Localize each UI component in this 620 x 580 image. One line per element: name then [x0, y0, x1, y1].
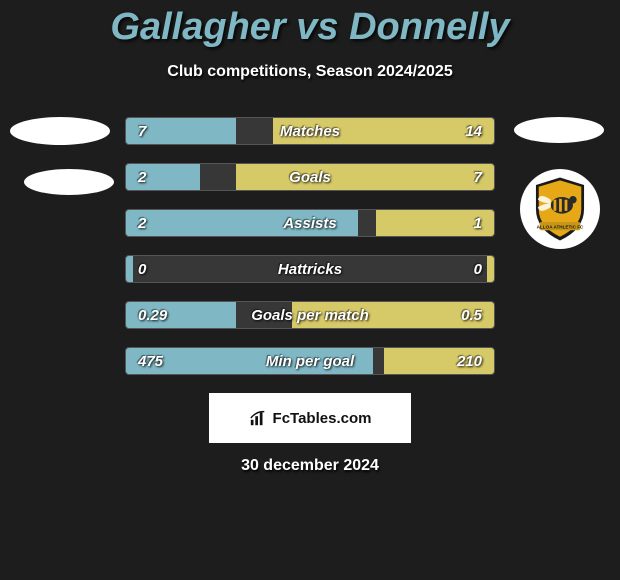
stat-row: 0.290.5Goals per match: [125, 301, 495, 329]
page-subtitle: Club competitions, Season 2024/2025: [0, 63, 620, 81]
brand-footer-box: FcTables.com: [209, 393, 411, 443]
stat-label: Goals per match: [126, 302, 494, 328]
player-left-badge-oval-1: [10, 117, 110, 145]
comparison-panel: ALLOA ATHLETIC FC 714Matches 27Goals 21Ass…: [0, 117, 620, 475]
fctables-logo-icon: [249, 409, 267, 427]
stat-row: 714Matches: [125, 117, 495, 145]
alloa-athletic-crest-icon: ALLOA ATHLETIC FC: [523, 172, 597, 246]
player-right-badge-oval: [514, 117, 604, 143]
stat-row: 21Assists: [125, 209, 495, 237]
stat-label: Assists: [126, 210, 494, 236]
stat-label: Hattricks: [126, 256, 494, 282]
svg-text:ALLOA ATHLETIC FC: ALLOA ATHLETIC FC: [537, 224, 584, 229]
stat-label: Goals: [126, 164, 494, 190]
stat-row: 00Hattricks: [125, 255, 495, 283]
page-title: Gallagher vs Donnelly: [0, 0, 620, 49]
stat-row: 475210Min per goal: [125, 347, 495, 375]
stat-row: 27Goals: [125, 163, 495, 191]
stat-label: Matches: [126, 118, 494, 144]
brand-text: FcTables.com: [273, 410, 372, 427]
footer-date: 30 december 2024: [0, 457, 620, 475]
player-right-club-badge: ALLOA ATHLETIC FC: [520, 169, 600, 249]
player-left-badge-oval-2: [24, 169, 114, 195]
stat-label: Min per goal: [126, 348, 494, 374]
stat-bars-container: 714Matches 27Goals 21Assists 00Hattricks 0.2…: [125, 117, 495, 375]
